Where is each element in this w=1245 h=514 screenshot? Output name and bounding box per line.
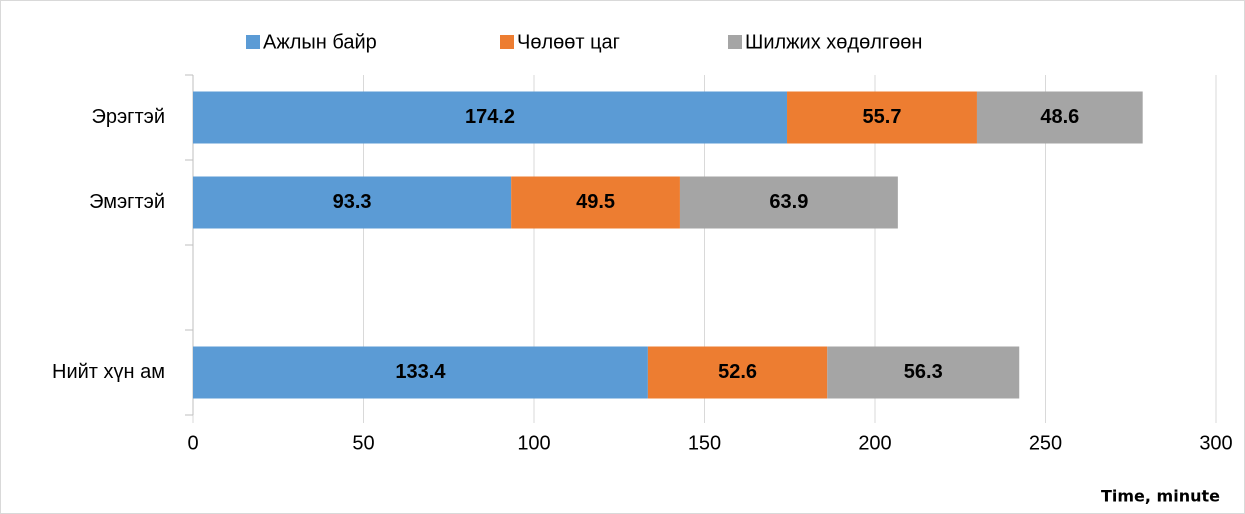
value-label: 56.3 [904,361,943,383]
value-label: 93.3 [333,191,372,213]
x-tick-label: 0 [187,432,198,454]
bar-segment [679,176,898,229]
y-tick-label: Эрэгтэй [91,106,165,128]
legend-swatch [246,35,260,49]
x-tick-label: 250 [1029,432,1062,454]
value-label: 63.9 [769,191,808,213]
legend-label: Ажлын байр [263,31,377,53]
x-tick-label: 150 [688,432,721,454]
bar-segment [193,346,648,399]
x-tick-label: 300 [1199,432,1232,454]
bar-segment [193,176,512,229]
y-tick-label: Эмэгтэй [89,191,165,213]
legend-swatch [500,35,514,49]
bar-segment [193,91,788,144]
legend-swatch [728,35,742,49]
bar-segment [787,91,977,144]
bar-segment [976,91,1143,144]
x-tick-label: 100 [517,432,550,454]
legend-label: Чөлөөт цаг [517,31,620,53]
bar-segment [827,346,1020,399]
x-axis-label: Time, minute [1101,487,1220,506]
value-label: 55.7 [863,106,902,128]
value-label: 49.5 [576,191,615,213]
bar-segment [647,346,828,399]
legend-label: Шилжих хөдөлгөөн [745,31,922,53]
value-label: 52.6 [718,361,757,383]
y-tick-label: Нийт хүн ам [52,361,165,383]
value-label: 174.2 [465,106,515,128]
bar-segment [511,176,680,229]
value-label: 133.4 [395,361,446,383]
x-tick-label: 200 [858,432,891,454]
x-tick-label: 50 [352,432,374,454]
value-label: 48.6 [1040,106,1079,128]
